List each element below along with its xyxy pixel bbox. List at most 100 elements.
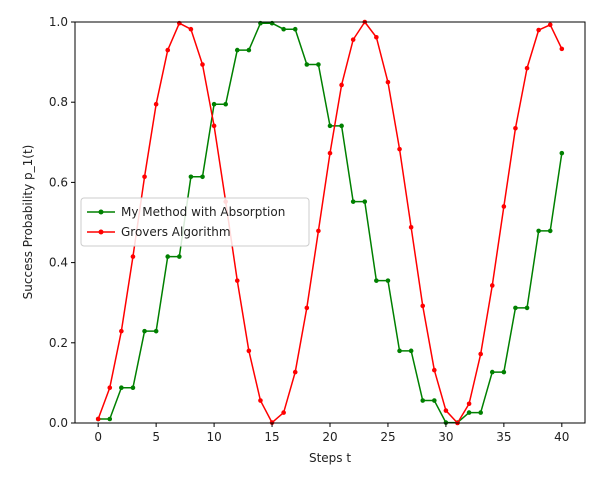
data-point-my-method [165,254,171,259]
data-point-grover [547,22,553,28]
data-point-grover [211,123,217,129]
legend-marker-my-method [98,209,104,215]
data-point-my-method [327,123,333,129]
x-tick-label: 5 [152,430,160,444]
x-tick-label: 35 [496,430,511,444]
data-point-grover [234,278,240,283]
data-point-grover [327,150,333,156]
data-point-grover [200,62,205,67]
data-point-my-method [478,410,483,415]
series-my-method [95,20,565,425]
y-tick-label: 0.6 [49,175,68,189]
data-point-my-method [142,328,147,334]
data-point-grover [292,369,298,375]
data-point-my-method [524,305,530,311]
x-tick-label: 10 [206,430,221,444]
data-point-grover [107,385,113,391]
data-point-grover [524,65,530,71]
x-tick-label: 20 [322,430,337,444]
data-point-grover [246,348,252,354]
x-tick-label: 25 [380,430,395,444]
data-point-grover [466,401,472,407]
data-point-my-method [489,369,495,375]
data-point-my-method [513,305,518,311]
data-point-my-method [223,101,228,107]
data-point-my-method [420,398,426,403]
y-tick-label: 0.4 [49,256,68,270]
data-point-my-method [246,47,252,53]
data-point-my-method [559,150,565,156]
data-point-my-method [130,385,136,391]
data-point-my-method [119,385,124,391]
data-point-my-method [316,62,321,67]
data-point-my-method [466,410,472,415]
y-tick-label: 0.2 [49,336,68,350]
data-point-grover [95,416,101,422]
data-point-grover [489,283,495,288]
data-point-my-method [408,348,414,354]
data-point-my-method [374,278,379,283]
data-point-my-method [362,199,368,204]
legend: My Method with Absorption Grovers Algori… [80,197,310,247]
data-point-grover [501,204,507,209]
data-point-grover [397,146,402,152]
data-point-grover [258,398,263,403]
data-point-grover [165,47,171,53]
series-grover [95,19,565,426]
data-point-my-method [211,101,217,107]
legend-box [80,197,310,247]
data-point-grover [350,37,356,42]
data-point-my-method [177,254,182,259]
data-point-grover [385,79,391,85]
y-tick-label: 0.8 [49,95,68,109]
data-point-grover [119,328,124,334]
data-point-grover [153,101,159,107]
legend-marker-grover [98,229,104,235]
data-point-my-method [432,398,437,403]
data-point-my-method [281,26,286,32]
data-point-grover [304,305,310,311]
y-axis-label: Success Probability p_1(t) [21,145,35,300]
data-point-my-method [304,62,310,67]
data-point-grover [443,408,449,413]
y-tick-label: 0.0 [49,416,68,430]
y-axis-ticks: 0.0 0.2 0.4 0.6 0.8 1.0 [49,15,75,430]
data-point-my-method [188,174,194,180]
data-point-my-method [536,228,541,234]
data-point-grover [513,125,518,131]
legend-label-my-method: My Method with Absorption [121,205,285,219]
data-point-my-method [200,174,205,180]
data-point-my-method [547,228,553,234]
data-point-grover [420,303,426,309]
data-point-grover [374,34,379,40]
x-tick-label: 30 [438,430,453,444]
data-point-my-method [153,328,159,334]
data-point-my-method [397,348,402,354]
data-point-grover [188,26,194,32]
x-axis-ticks: 0 5 10 15 20 25 30 35 40 [94,423,569,444]
data-point-my-method [339,123,344,129]
data-point-grover [536,27,541,33]
data-point-grover [281,410,286,415]
x-axis-label: Steps t [309,451,351,465]
data-point-my-method [292,26,298,32]
data-point-grover [130,254,136,259]
legend-label-grover: Grovers Algorithm [121,225,231,239]
data-point-grover [432,367,437,373]
data-point-my-method [501,369,507,375]
data-point-my-method [385,278,391,283]
data-point-grover [142,174,147,180]
x-tick-label: 40 [554,430,569,444]
data-point-grover [339,82,344,88]
series-layer [95,19,565,426]
data-point-grover [478,351,483,357]
x-tick-label: 15 [264,430,279,444]
data-point-grover [316,228,321,234]
y-tick-label: 1.0 [49,15,68,29]
data-point-grover [408,225,414,230]
data-point-my-method [234,47,240,53]
x-tick-label: 0 [94,430,102,444]
data-point-my-method [107,416,113,422]
data-point-grover [559,46,565,52]
